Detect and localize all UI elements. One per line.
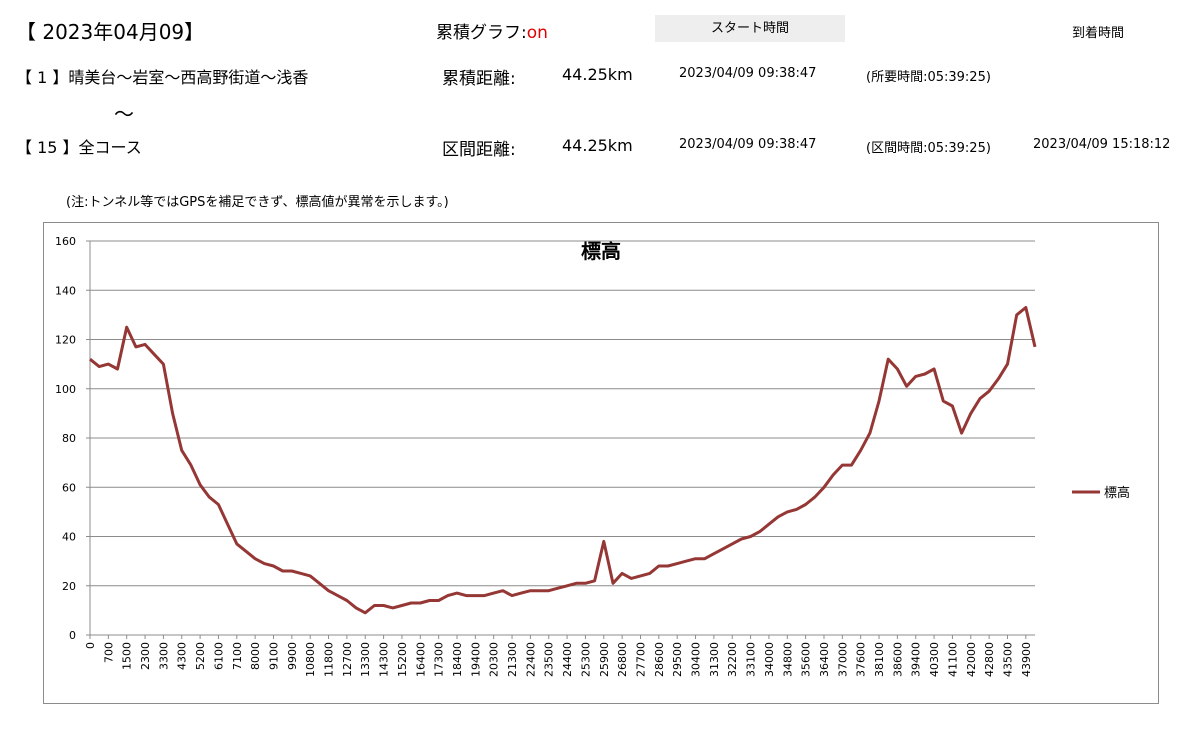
x-tick-label: 34000: [763, 642, 776, 677]
note: (注:トンネル等ではGPSを補足できず、標高値が異常を示します。): [66, 195, 449, 210]
start-time: 2023/04/09 09:38:47: [679, 66, 817, 81]
graph-state: on: [526, 23, 548, 43]
x-tick-label: 28600: [653, 642, 666, 677]
y-tick-label: 40: [62, 531, 76, 544]
x-tick-label: 5200: [194, 642, 207, 670]
arrival-time: 2023/04/09 15:18:12: [1033, 137, 1171, 152]
date-title: 【 2023年04月09】: [16, 20, 205, 44]
x-tick-label: 41100: [946, 642, 959, 677]
chart-frame: [43, 222, 1159, 704]
x-tick-label: 13300: [359, 642, 372, 677]
x-tick-label: 34800: [781, 642, 794, 677]
x-tick-label: 35600: [800, 642, 813, 677]
x-tick-label: 23500: [543, 642, 556, 677]
x-tick-label: 21300: [506, 642, 519, 677]
graph-label: 累積グラフ:: [436, 23, 527, 43]
y-tick-label: 0: [69, 629, 76, 642]
x-tick-label: 0: [84, 642, 97, 649]
y-tick-label: 140: [55, 284, 76, 297]
x-tick-label: 33100: [745, 642, 758, 677]
x-tick-label: 3300: [157, 642, 170, 670]
x-tick-label: 7100: [231, 642, 244, 670]
x-tick-label: 38600: [891, 642, 904, 677]
x-tick-label: 39400: [910, 642, 923, 677]
separator: ～: [114, 102, 134, 126]
y-tick-label: 60: [62, 481, 76, 494]
line-series: [89, 306, 1037, 615]
x-tick-label: 12700: [341, 642, 354, 677]
x-tick-label: 700: [102, 642, 115, 663]
x-tick-label: 40300: [928, 642, 941, 677]
legend-label: 標高: [1104, 485, 1130, 501]
duration: (所要時間:05:39:25): [866, 70, 991, 85]
distance: 44.25km: [562, 136, 633, 155]
x-tick-label: 4300: [176, 642, 189, 670]
chart-title: 標高: [581, 239, 621, 263]
x-tick-label: 16400: [414, 642, 427, 677]
x-tick-label: 27700: [634, 642, 647, 677]
distance-label: 累積距離:: [442, 69, 516, 89]
x-tick-label: 32200: [726, 642, 739, 677]
y-tick-label: 100: [55, 383, 76, 396]
x-tick-label: 14300: [378, 642, 391, 677]
graph-toggle[interactable]: 累積グラフ:on: [436, 18, 548, 43]
x-tick-label: 9900: [286, 642, 299, 670]
x-tick-label: 31300: [708, 642, 721, 677]
x-tick-label: 9100: [267, 642, 280, 670]
x-tick-label: 25900: [598, 642, 611, 677]
x-tick-label: 20300: [488, 642, 501, 677]
x-tick-label: 15200: [396, 642, 409, 677]
arrival-label: 到着時間: [1072, 26, 1125, 41]
x-tick-label: 8000: [249, 642, 262, 670]
x-tick-label: 10800: [304, 642, 317, 677]
y-tick-label: 20: [62, 580, 76, 593]
x-tick-label: 42800: [983, 642, 996, 677]
x-tick-label: 43900: [1020, 642, 1033, 677]
y-tick-label: 80: [62, 432, 76, 445]
start-button[interactable]: スタート時間: [655, 15, 845, 42]
x-tick-label: 18400: [451, 642, 464, 677]
x-tick-label: 36400: [818, 642, 831, 677]
x-tick-label: 2300: [139, 642, 152, 670]
x-tick-label: 11800: [323, 642, 336, 677]
distance: 44.25km: [562, 65, 633, 84]
x-tick-label: 42000: [965, 642, 978, 677]
x-tick-label: 25300: [579, 642, 592, 677]
course-name: 【 15 】全コース: [16, 138, 142, 157]
x-tick-label: 29500: [671, 642, 684, 677]
y-tick-label: 160: [55, 235, 76, 248]
course-name: 【 1 】晴美台～岩室～西高野街道～浅香: [16, 68, 309, 87]
x-tick-label: 24400: [561, 642, 574, 677]
x-tick-label: 17300: [433, 642, 446, 677]
duration: (区間時間:05:39:25): [866, 141, 991, 156]
distance-label: 区間距離:: [442, 140, 516, 160]
x-tick-label: 22400: [524, 642, 537, 677]
x-tick-label: 37600: [855, 642, 868, 677]
x-tick-label: 19400: [469, 642, 482, 677]
x-tick-label: 6100: [212, 642, 225, 670]
x-tick-label: 26800: [616, 642, 629, 677]
start-time: 2023/04/09 09:38:47: [679, 137, 817, 152]
x-tick-label: 43500: [1001, 642, 1014, 677]
x-tick-label: 30400: [690, 642, 703, 677]
x-tick-label: 1500: [121, 642, 134, 670]
x-tick-label: 38100: [873, 642, 886, 677]
x-tick-label: 37000: [836, 642, 849, 677]
y-tick-label: 120: [55, 334, 76, 347]
